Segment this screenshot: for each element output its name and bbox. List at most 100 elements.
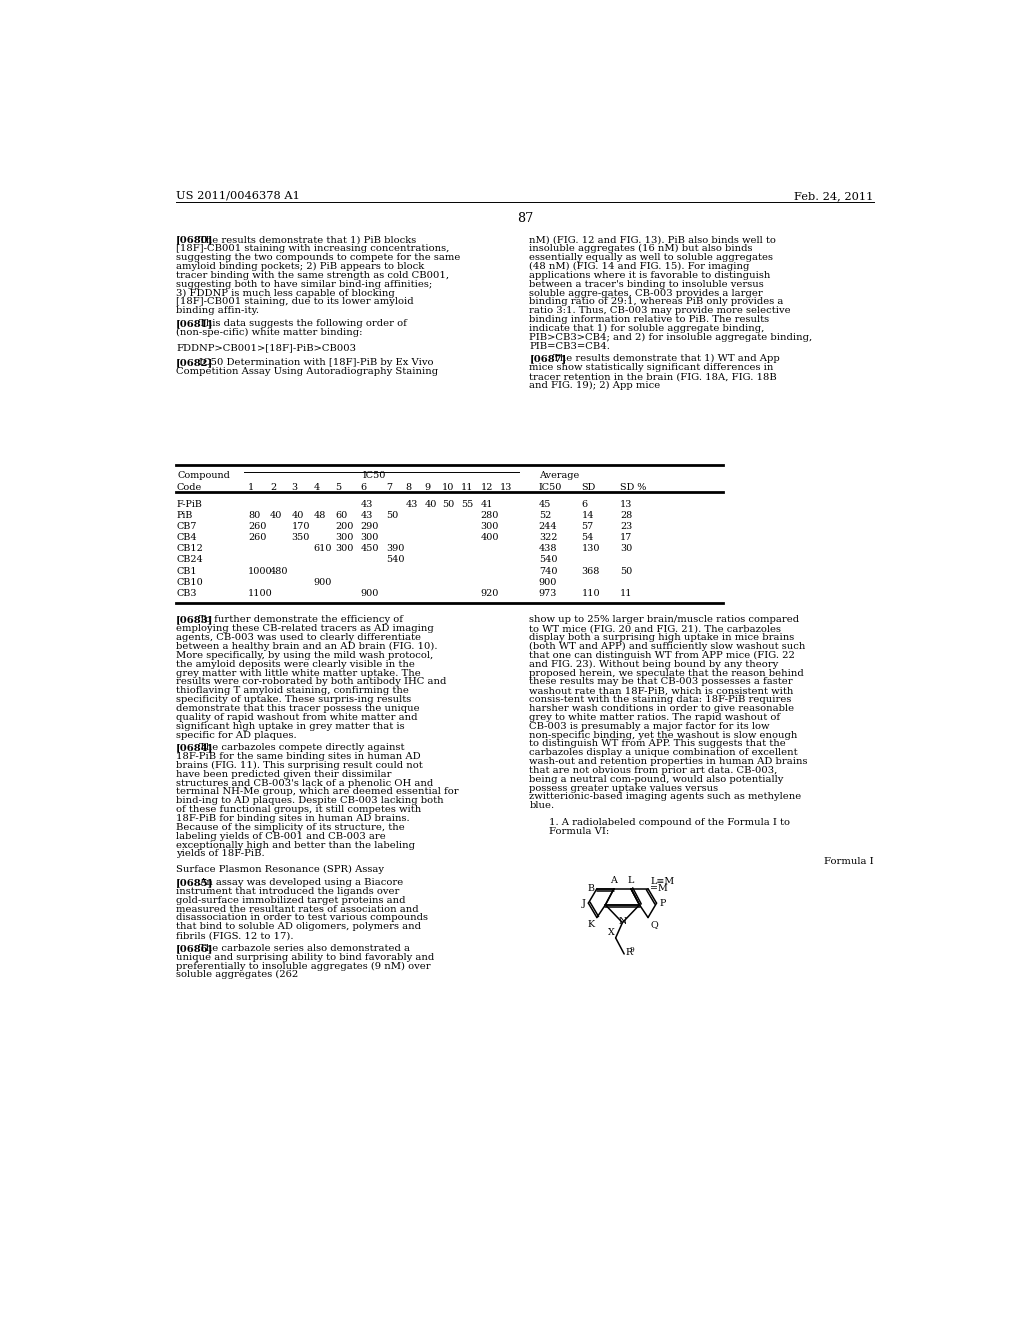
Text: labeling yields of CB-001 and CB-003 are: labeling yields of CB-001 and CB-003 are	[176, 832, 386, 841]
Text: Compound: Compound	[177, 471, 230, 480]
Text: being a neutral com-pound, would also potentially: being a neutral com-pound, would also po…	[529, 775, 783, 784]
Text: K: K	[587, 920, 594, 929]
Text: tracer binding with the same strength as cold CB001,: tracer binding with the same strength as…	[176, 271, 450, 280]
Text: 50: 50	[386, 511, 398, 520]
Text: SD %: SD %	[621, 483, 646, 491]
Text: Code: Code	[176, 483, 202, 491]
Text: 244: 244	[539, 521, 557, 531]
Text: 13: 13	[500, 483, 512, 491]
Text: 50: 50	[442, 499, 454, 508]
Text: exceptionally high and better than the labeling: exceptionally high and better than the l…	[176, 841, 415, 850]
Text: (both WT and APP) and sufficiently slow washout such: (both WT and APP) and sufficiently slow …	[529, 642, 806, 651]
Text: B: B	[587, 884, 594, 894]
Text: Formula I: Formula I	[824, 857, 873, 866]
Text: This data suggests the following order of: This data suggests the following order o…	[200, 319, 408, 327]
Text: 3) FDDNP is much less capable of blocking: 3) FDDNP is much less capable of blockin…	[176, 289, 395, 297]
Text: 11: 11	[461, 483, 474, 491]
Text: 300: 300	[360, 533, 379, 543]
Text: 5: 5	[335, 483, 341, 491]
Text: consis-tent with the staining data: 18F-PiB requires: consis-tent with the staining data: 18F-…	[529, 696, 792, 704]
Text: that bind to soluble AD oligomers, polymers and: that bind to soluble AD oligomers, polym…	[176, 923, 421, 931]
Text: IC50: IC50	[539, 483, 562, 491]
Text: 450: 450	[360, 544, 379, 553]
Text: 2: 2	[270, 483, 275, 491]
Text: 55: 55	[461, 499, 473, 508]
Text: IC50 Determination with [18F]-PiB by Ex Vivo: IC50 Determination with [18F]-PiB by Ex …	[200, 358, 434, 367]
Text: F-PiB: F-PiB	[176, 499, 202, 508]
Text: 900: 900	[313, 578, 332, 586]
Text: Formula VI:: Formula VI:	[549, 826, 609, 836]
Text: X: X	[607, 928, 614, 937]
Text: J: J	[582, 899, 586, 908]
Text: 740: 740	[539, 566, 557, 576]
Text: 390: 390	[386, 544, 404, 553]
Text: 52: 52	[539, 511, 551, 520]
Text: 40: 40	[270, 511, 283, 520]
Text: instrument that introduced the ligands over: instrument that introduced the ligands o…	[176, 887, 399, 896]
Text: indicate that 1) for soluble aggregate binding,: indicate that 1) for soluble aggregate b…	[529, 323, 765, 333]
Text: L≡M: L≡M	[650, 876, 675, 886]
Text: quality of rapid washout from white matter and: quality of rapid washout from white matt…	[176, 713, 418, 722]
Text: amyloid binding pockets; 2) PiB appears to block: amyloid binding pockets; 2) PiB appears …	[176, 261, 424, 271]
Text: suggesting the two compounds to compete for the same: suggesting the two compounds to compete …	[176, 253, 461, 263]
Text: 10: 10	[442, 483, 455, 491]
Text: Surface Plasmon Resonance (SPR) Assay: Surface Plasmon Resonance (SPR) Assay	[176, 865, 384, 874]
Text: between a healthy brain and an AD brain (FIG. 10).: between a healthy brain and an AD brain …	[176, 642, 437, 651]
Text: these results may be that CB-003 possesses a faster: these results may be that CB-003 possess…	[529, 677, 793, 686]
Text: carbazoles display a unique combination of excellent: carbazoles display a unique combination …	[529, 748, 798, 758]
Text: brains (FIG. 11). This surprising result could not: brains (FIG. 11). This surprising result…	[176, 760, 423, 770]
Text: 4: 4	[313, 483, 319, 491]
Text: R: R	[626, 948, 633, 957]
Text: significant high uptake in grey matter that is: significant high uptake in grey matter t…	[176, 722, 404, 731]
Text: and FIG. 19); 2) App mice: and FIG. 19); 2) App mice	[529, 381, 660, 389]
Text: wash-out and retention properties in human AD brains: wash-out and retention properties in hum…	[529, 758, 808, 766]
Text: 973: 973	[539, 589, 557, 598]
Text: 610: 610	[313, 544, 332, 553]
Text: between a tracer's binding to insoluble versus: between a tracer's binding to insoluble …	[529, 280, 764, 289]
Text: 540: 540	[386, 556, 404, 565]
Text: CB10: CB10	[176, 578, 203, 586]
Text: suggesting both to have similar bind-ing affinities;: suggesting both to have similar bind-ing…	[176, 280, 432, 289]
Text: 57: 57	[582, 521, 594, 531]
Text: CB24: CB24	[176, 556, 203, 565]
Text: disassociation in order to test various compounds: disassociation in order to test various …	[176, 913, 428, 923]
Text: CB3: CB3	[176, 589, 197, 598]
Text: of these functional groups, it still competes with: of these functional groups, it still com…	[176, 805, 421, 814]
Text: 110: 110	[582, 589, 600, 598]
Text: results were cor-roborated by both antibody IHC and: results were cor-roborated by both antib…	[176, 677, 446, 686]
Text: 350: 350	[292, 533, 310, 543]
Text: specificity of uptake. These surpris-ing results: specificity of uptake. These surpris-ing…	[176, 696, 412, 704]
Text: 368: 368	[582, 566, 600, 576]
Text: 3: 3	[292, 483, 298, 491]
Text: bind-ing to AD plaques. Despite CB-003 lacking both: bind-ing to AD plaques. Despite CB-003 l…	[176, 796, 443, 805]
Text: mice show statistically significant differences in: mice show statistically significant diff…	[529, 363, 774, 372]
Text: 87: 87	[517, 213, 532, 226]
Text: CB12: CB12	[176, 544, 203, 553]
Text: 48: 48	[313, 511, 326, 520]
Text: 900: 900	[360, 589, 379, 598]
Text: The carbazole series also demonstrated a: The carbazole series also demonstrated a	[200, 944, 411, 953]
Text: 9: 9	[425, 483, 431, 491]
Text: Q: Q	[650, 920, 658, 929]
Text: harsher wash conditions in order to give reasonable: harsher wash conditions in order to give…	[529, 704, 795, 713]
Text: 438: 438	[539, 544, 557, 553]
Text: grey matter with little white matter uptake. The: grey matter with little white matter upt…	[176, 668, 421, 677]
Text: demonstrate that this tracer possess the unique: demonstrate that this tracer possess the…	[176, 704, 420, 713]
Text: have been predicted given their dissimilar: have been predicted given their dissimil…	[176, 770, 391, 779]
Text: 23: 23	[621, 521, 633, 531]
Text: 43: 43	[360, 499, 373, 508]
Text: 260: 260	[248, 533, 266, 543]
Text: FDDNP>CB001>[18F]-PiB>CB003: FDDNP>CB001>[18F]-PiB>CB003	[176, 343, 356, 352]
Text: washout rate than 18F-PiB, which is consistent with: washout rate than 18F-PiB, which is cons…	[529, 686, 794, 696]
Text: to distinguish WT from APP. This suggests that the: to distinguish WT from APP. This suggest…	[529, 739, 786, 748]
Text: 1. A radiolabeled compound of the Formula I to: 1. A radiolabeled compound of the Formul…	[549, 818, 790, 826]
Text: 13: 13	[621, 499, 633, 508]
Text: 80: 80	[248, 511, 260, 520]
Text: N: N	[618, 916, 627, 925]
Text: 8: 8	[406, 483, 412, 491]
Text: [18F]-CB001 staining with increasing concentrations,: [18F]-CB001 staining with increasing con…	[176, 244, 450, 253]
Text: CB-003 is presumably a major factor for its low: CB-003 is presumably a major factor for …	[529, 722, 770, 731]
Text: 1000: 1000	[248, 566, 272, 576]
Text: nM) (FIG. 12 and FIG. 13). PiB also binds well to: nM) (FIG. 12 and FIG. 13). PiB also bind…	[529, 235, 776, 244]
Text: The results demonstrate that 1) WT and App: The results demonstrate that 1) WT and A…	[553, 354, 779, 363]
